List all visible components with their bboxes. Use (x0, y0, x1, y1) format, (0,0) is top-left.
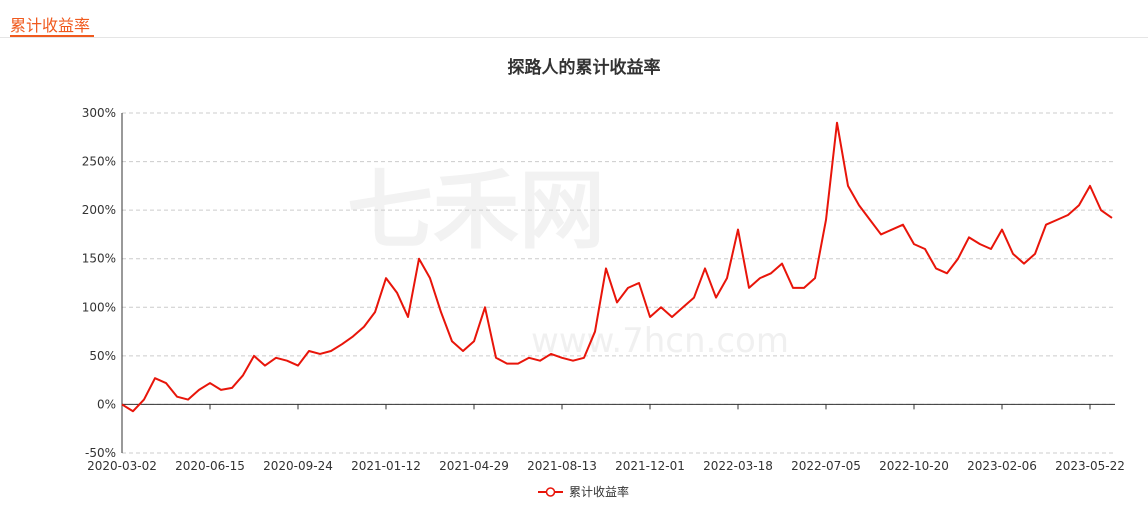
x-tick-label: 2020-06-15 (175, 459, 245, 473)
x-tick-label: 2021-01-12 (351, 459, 421, 473)
y-tick-label: 150% (82, 252, 116, 266)
x-tick-label: 2021-04-29 (439, 459, 509, 473)
watermark-brand: 七禾网 (347, 161, 605, 261)
legend-label: 累计收益率 (569, 484, 629, 499)
x-tick-label: 2021-08-13 (527, 459, 597, 473)
y-tick-label: 300% (82, 106, 116, 120)
y-tick-label: 0% (97, 397, 116, 411)
x-tick-label: 2020-09-24 (263, 459, 333, 473)
series-line (121, 121, 1113, 413)
x-tick-label: 2021-12-01 (615, 459, 685, 473)
legend-icon-dot (545, 487, 556, 497)
watermark-url: www.7hcn.com (531, 321, 789, 361)
x-tick-label: 2022-03-18 (703, 459, 773, 473)
y-tick-label: 50% (89, 349, 116, 363)
y-tick-label: -50% (85, 446, 116, 460)
y-tick-label: 200% (82, 203, 116, 217)
chart-title: 探路人的累计收益率 (508, 57, 661, 78)
tab-title[interactable]: 累计收益率 (10, 16, 90, 35)
x-tick-label: 2022-10-20 (879, 459, 949, 473)
y-tick-label: 250% (82, 155, 116, 169)
x-tick-label: 2022-07-05 (791, 459, 861, 473)
x-tick-label: 2020-03-02 (87, 459, 157, 473)
x-tick-label: 2023-02-06 (967, 459, 1037, 473)
y-tick-label: 100% (82, 300, 116, 314)
x-tick-label: 2023-05-22 (1055, 459, 1125, 473)
